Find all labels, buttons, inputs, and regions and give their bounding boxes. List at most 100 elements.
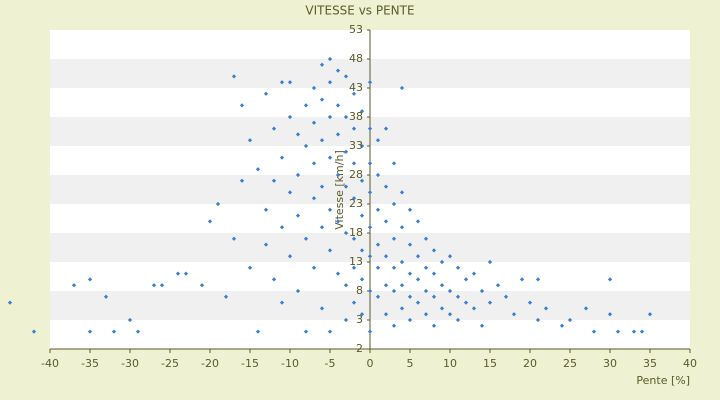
y-axis-title: Vitesse [km/h] [333, 150, 346, 230]
point [391, 265, 397, 270]
point [247, 138, 253, 143]
point [527, 300, 533, 305]
x-tick-label: -10 [281, 357, 299, 370]
point [591, 329, 597, 334]
y-tick-label: 8 [356, 284, 363, 297]
point [439, 259, 445, 265]
point [423, 236, 429, 241]
point [359, 178, 365, 183]
point [407, 242, 413, 247]
point [287, 254, 293, 259]
point [311, 196, 317, 201]
point [559, 323, 565, 328]
point [367, 225, 373, 230]
point [631, 329, 637, 334]
point [303, 236, 309, 241]
point [335, 172, 341, 178]
point [335, 219, 341, 224]
point [423, 265, 429, 270]
point [383, 254, 389, 259]
plot-area [50, 30, 690, 350]
point [399, 306, 405, 311]
point [335, 132, 341, 137]
point [135, 329, 141, 334]
point [255, 329, 261, 334]
point [343, 230, 349, 236]
point [391, 236, 397, 241]
point [367, 329, 373, 334]
x-tick-label: 0 [367, 357, 374, 370]
point [359, 312, 365, 317]
point [431, 248, 437, 253]
point [535, 317, 541, 323]
point [247, 265, 253, 270]
point [415, 219, 421, 224]
point [207, 219, 213, 224]
point [263, 207, 269, 212]
point [471, 271, 477, 276]
point [407, 294, 413, 299]
x-tick-label: 25 [563, 357, 577, 370]
x-tick-label: 40 [683, 357, 697, 370]
point [415, 277, 421, 282]
point [359, 248, 365, 253]
point [463, 300, 469, 305]
point [567, 317, 573, 323]
point [535, 277, 541, 282]
chart-title: VITESSE vs PENTE [305, 4, 414, 18]
point [359, 213, 365, 218]
point [607, 312, 613, 317]
point [439, 306, 445, 311]
x-tick-label: -5 [325, 357, 336, 370]
point [319, 138, 325, 143]
point [367, 190, 373, 195]
x-axis-title: Pente [%] [636, 374, 690, 387]
point [375, 138, 381, 143]
point [223, 294, 229, 299]
point [447, 312, 453, 317]
point [351, 196, 357, 201]
point [351, 265, 357, 270]
point [239, 178, 245, 183]
y-tick-label: -2 [352, 342, 363, 355]
x-tick-label: 15 [483, 357, 497, 370]
point [391, 201, 397, 207]
x-tick-label: 20 [523, 357, 537, 370]
point [351, 300, 357, 305]
point [295, 132, 301, 137]
point [319, 225, 325, 230]
point [287, 190, 293, 195]
point [399, 190, 405, 195]
x-tick-label: -30 [121, 357, 139, 370]
x-tick-label: 35 [643, 357, 657, 370]
point [391, 161, 397, 166]
x-tick-label: 5 [407, 357, 414, 370]
point [327, 329, 333, 334]
point [423, 312, 429, 317]
point [263, 242, 269, 247]
x-tick-label: -20 [201, 357, 219, 370]
point [399, 259, 405, 265]
point [343, 317, 349, 323]
point [239, 103, 245, 108]
point [383, 184, 389, 189]
point [431, 323, 437, 328]
point [303, 143, 309, 149]
point [479, 288, 485, 294]
point [279, 300, 285, 305]
point [375, 242, 381, 247]
point [487, 259, 493, 265]
point [639, 329, 645, 334]
x-tick-label: -40 [41, 357, 59, 370]
y-tick-label: 33 [349, 139, 363, 152]
point [183, 271, 189, 276]
point [407, 271, 413, 276]
y-tick-label: 28 [349, 168, 363, 181]
point [215, 201, 221, 207]
point [455, 265, 461, 270]
x-tick-label: -35 [81, 357, 99, 370]
point [495, 283, 501, 288]
point [511, 312, 517, 317]
point [431, 294, 437, 299]
